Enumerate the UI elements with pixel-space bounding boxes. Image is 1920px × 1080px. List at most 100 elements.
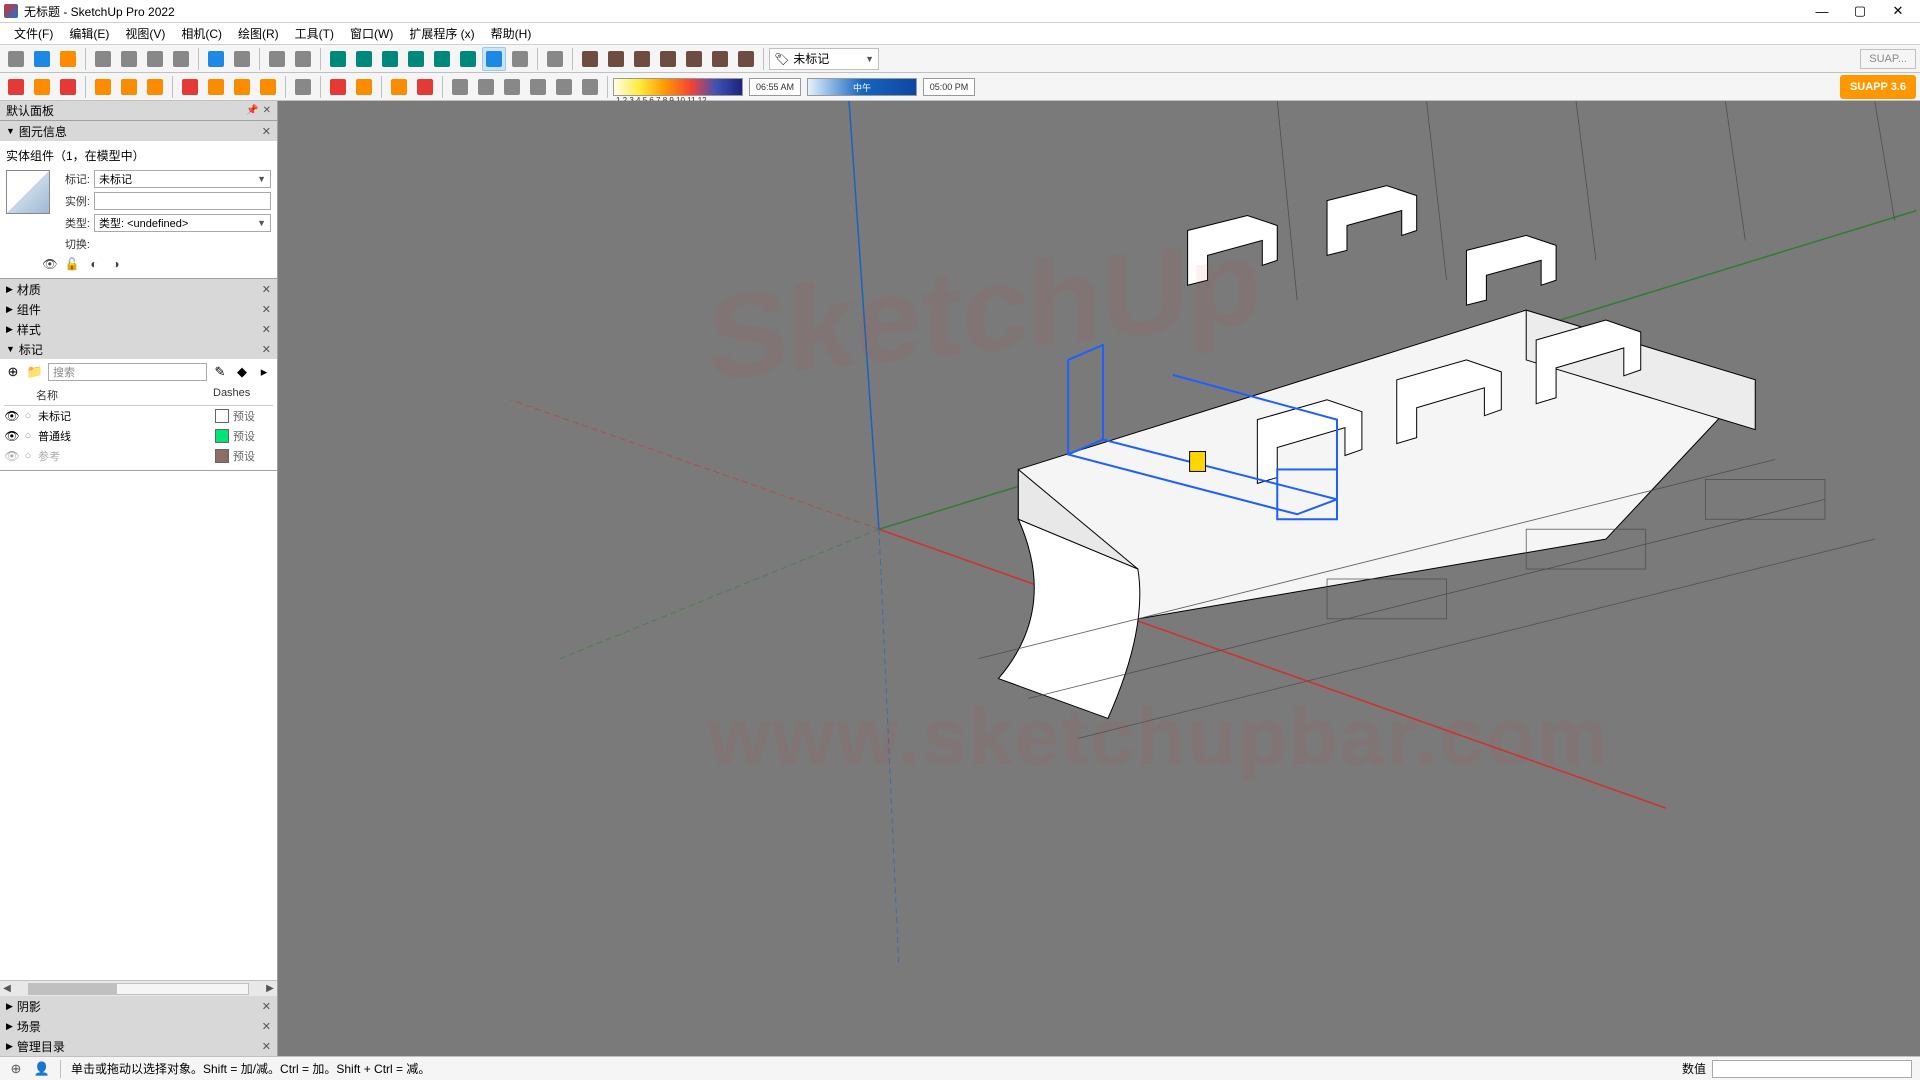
plugin-16-icon[interactable]: [474, 75, 498, 99]
component-2-icon[interactable]: [604, 47, 628, 71]
face-style-icon[interactable]: [482, 47, 506, 71]
plugin-10-icon[interactable]: [291, 75, 315, 99]
xray-icon[interactable]: [508, 47, 532, 71]
tag-current-icon[interactable]: ○: [20, 430, 36, 442]
plugin-3-icon[interactable]: [91, 75, 115, 99]
add-folder-icon[interactable]: 📁: [26, 363, 44, 381]
shadows-cast-icon[interactable]: ◐: [86, 256, 102, 272]
entity-info-header[interactable]: ▼ 图元信息 ✕: [0, 121, 277, 141]
tags-header[interactable]: ▼标记✕: [0, 339, 277, 359]
iso-icon[interactable]: [326, 47, 350, 71]
add-tag-icon[interactable]: ⊕: [4, 363, 22, 381]
instance-input[interactable]: [94, 192, 271, 210]
menu-item[interactable]: 相机(C): [173, 23, 230, 44]
tag-current-icon[interactable]: ○: [20, 450, 36, 462]
undo-icon[interactable]: [204, 47, 228, 71]
close-button[interactable]: ✕: [1880, 1, 1916, 21]
menu-item[interactable]: 绘图(R): [230, 23, 287, 44]
component-3-icon[interactable]: [630, 47, 654, 71]
type-dropdown[interactable]: 类型: <undefined>▼: [94, 214, 271, 232]
plugin-19-icon[interactable]: [552, 75, 576, 99]
component-4-icon[interactable]: [656, 47, 680, 71]
plugin-17-icon[interactable]: [500, 75, 524, 99]
plugin-14-icon[interactable]: [413, 75, 437, 99]
visibility-icon[interactable]: 👁: [4, 449, 20, 463]
shadow-time-end[interactable]: 05:00 PM: [923, 78, 975, 96]
tag-row[interactable]: 👁○普通线预设: [4, 426, 273, 446]
component-7-icon[interactable]: [734, 47, 758, 71]
geolocation-icon[interactable]: ⊕: [8, 1061, 24, 1077]
shadows-receive-icon[interactable]: ◑: [108, 256, 124, 272]
cut-icon[interactable]: [91, 47, 115, 71]
credits-icon[interactable]: 👤: [34, 1061, 50, 1077]
tag-dash[interactable]: 预设: [233, 428, 273, 444]
copy-icon[interactable]: [117, 47, 141, 71]
plugin-12-icon[interactable]: [352, 75, 376, 99]
tag-color-swatch[interactable]: [215, 429, 229, 443]
back-icon[interactable]: [430, 47, 454, 71]
plugin-8-icon[interactable]: [230, 75, 254, 99]
lock-toggle-icon[interactable]: 🔓: [64, 256, 80, 272]
plugin-15-icon[interactable]: [448, 75, 472, 99]
suapp-badge[interactable]: SUAPP 3.6: [1840, 75, 1916, 99]
top-icon[interactable]: [352, 47, 376, 71]
plugin-4-icon[interactable]: [117, 75, 141, 99]
plugin-6-icon[interactable]: [178, 75, 202, 99]
right-icon[interactable]: [404, 47, 428, 71]
menu-item[interactable]: 视图(V): [117, 23, 173, 44]
menu-item[interactable]: 扩展程序 (x): [401, 23, 482, 44]
component-6-icon[interactable]: [708, 47, 732, 71]
tray-hscroll[interactable]: ◀▶: [0, 980, 277, 996]
plugin-20-icon[interactable]: [578, 75, 602, 99]
add-icon[interactable]: [4, 47, 28, 71]
plugin-2-icon[interactable]: [56, 75, 80, 99]
plugin-7-icon[interactable]: [204, 75, 228, 99]
maximize-button[interactable]: ▢: [1842, 1, 1878, 21]
plugin-9-icon[interactable]: [256, 75, 280, 99]
pin-icon[interactable]: 📌: [246, 105, 258, 116]
shadow-month-slider[interactable]: 1 2 3 4 5 6 7 8 9 10 11 12: [613, 78, 743, 96]
tag-color-icon[interactable]: ◆: [233, 363, 251, 381]
tag-color-swatch[interactable]: [215, 409, 229, 423]
minimize-button[interactable]: —: [1804, 1, 1840, 21]
tag-dropdown[interactable]: 未标记▼: [94, 170, 271, 188]
paste-in-place-icon[interactable]: [169, 47, 193, 71]
menu-item[interactable]: 编辑(E): [61, 23, 117, 44]
tray-close-icon[interactable]: ✕: [263, 105, 271, 116]
outliner-header[interactable]: ▶管理目录✕: [0, 1036, 277, 1056]
plugin-1-icon[interactable]: [30, 75, 54, 99]
model-info-icon[interactable]: [291, 47, 315, 71]
materials-header[interactable]: ▶材质✕: [0, 279, 277, 299]
tag-dash[interactable]: 预设: [233, 448, 273, 464]
tags-col-dash[interactable]: Dashes: [213, 387, 273, 403]
menu-item[interactable]: 帮助(H): [483, 23, 540, 44]
components-header[interactable]: ▶组件✕: [0, 299, 277, 319]
styles-header[interactable]: ▶样式✕: [0, 319, 277, 339]
scenes-header[interactable]: ▶场景✕: [0, 1016, 277, 1036]
tags-search-input[interactable]: 搜索: [48, 363, 207, 381]
tag-menu-icon[interactable]: ▸: [255, 363, 273, 381]
panel-minimize-icon[interactable]: ✕: [262, 125, 271, 138]
menu-item[interactable]: 文件(F): [6, 23, 61, 44]
shadow-icon[interactable]: [543, 47, 567, 71]
visibility-icon[interactable]: 👁: [4, 429, 20, 443]
hidden-toggle-icon[interactable]: 👁: [42, 256, 58, 272]
menu-item[interactable]: 工具(T): [287, 23, 342, 44]
open-icon[interactable]: [56, 47, 80, 71]
component-5-icon[interactable]: [682, 47, 706, 71]
vcb-input[interactable]: [1712, 1060, 1912, 1078]
shadow-time-start[interactable]: 06:55 AM: [749, 78, 801, 96]
paste-icon[interactable]: [143, 47, 167, 71]
plugin-13-icon[interactable]: [387, 75, 411, 99]
layer-tag-dropdown[interactable]: 🏷未标记▼: [769, 48, 879, 70]
su-icon[interactable]: [4, 75, 28, 99]
tag-row[interactable]: 👁○参考预设: [4, 446, 273, 466]
plugin-5-icon[interactable]: [143, 75, 167, 99]
menu-item[interactable]: 窗口(W): [342, 23, 401, 44]
tag-color-swatch[interactable]: [215, 449, 229, 463]
tag-current-icon[interactable]: ○: [20, 410, 36, 422]
front-icon[interactable]: [378, 47, 402, 71]
tag-tool-icon[interactable]: ✎: [211, 363, 229, 381]
shadows-header[interactable]: ▶阴影✕: [0, 996, 277, 1016]
visibility-icon[interactable]: 👁: [4, 409, 20, 423]
